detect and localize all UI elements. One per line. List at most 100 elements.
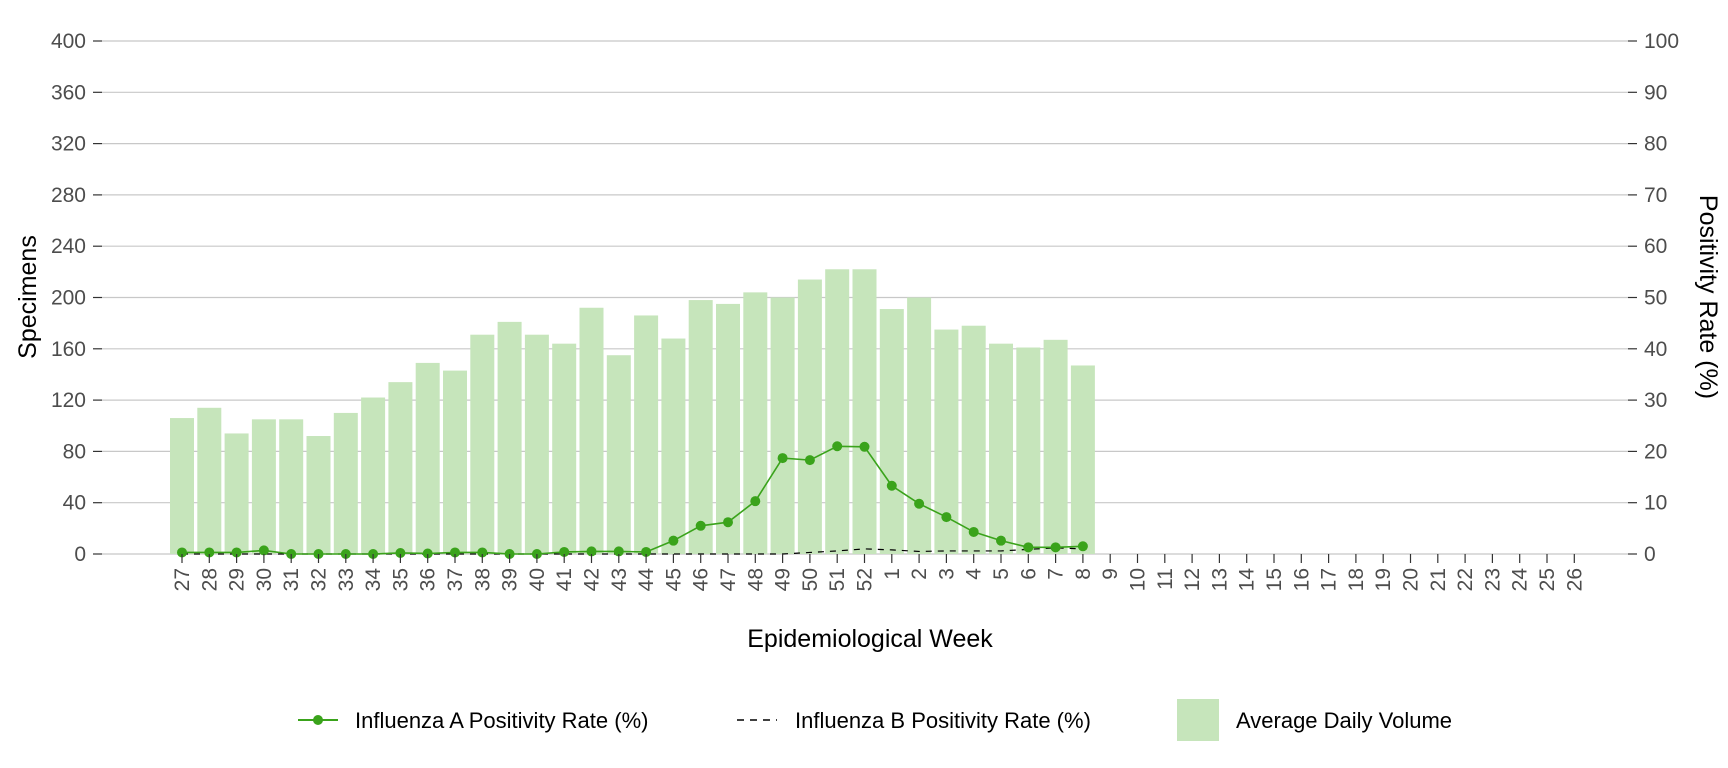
x-tick-label: 1 (881, 568, 904, 580)
legend-item-influenza-b: Influenza B Positivity Rate (%) (737, 708, 1091, 733)
x-tick-label: 43 (608, 568, 631, 591)
bar-week-28 (197, 407, 222, 554)
bar-week-38 (470, 334, 495, 554)
x-tick-label: 25 (1536, 568, 1559, 591)
x-tick-label: 41 (553, 568, 576, 591)
y-right-tick-label: 10 (1644, 492, 1667, 515)
x-tick-label: 22 (1454, 568, 1477, 591)
x-tick-label: 17 (1318, 568, 1341, 591)
x-axis: 27 28 29 30 31 32 33 34 35 36 37 38 39 40 41 42 43 44 45 46… (171, 554, 1586, 591)
x-tick-label: 32 (308, 568, 331, 591)
x-tick-label: 11 (1154, 568, 1177, 590)
x-tick-label: 26 (1563, 568, 1586, 591)
y-left-tick-label: 360 (51, 81, 86, 104)
bar-week-44 (634, 315, 659, 554)
y-right-tick-label: 30 (1644, 389, 1667, 412)
bar-week-6 (1016, 347, 1041, 554)
bar-week-35 (388, 382, 413, 554)
bar-week-33 (333, 412, 358, 554)
bar-series-average-daily-volume (170, 269, 1095, 554)
x-tick-label: 40 (526, 568, 549, 591)
bar-week-27 (170, 418, 194, 554)
influenza-a-point-week-1 (886, 480, 897, 491)
x-tick-label: 10 (1127, 568, 1150, 591)
bar-week-43 (606, 355, 631, 554)
y-right-tick-label: 90 (1644, 81, 1667, 104)
influenza-a-point-week-36 (422, 548, 433, 559)
bar-week-8 (1070, 365, 1095, 554)
influenza-a-point-week-29 (231, 547, 242, 558)
x-tick-label: 50 (799, 568, 822, 591)
legend-swatch-average-daily-volume (1177, 699, 1219, 741)
x-tick-label: 31 (280, 568, 303, 591)
legend: Influenza A Positivity Rate (%) Influenz… (298, 699, 1452, 741)
influenza-a-point-week-47 (723, 517, 733, 528)
y-left-tick-label: 0 (74, 543, 86, 566)
influenza-a-point-week-3 (941, 512, 952, 523)
x-tick-label: 19 (1372, 568, 1395, 591)
x-tick-label: 27 (171, 568, 194, 591)
bar-week-42 (579, 307, 604, 554)
influenza-a-line (182, 445, 1083, 555)
x-tick-label: 30 (253, 568, 276, 591)
x-axis-title: Epidemiological Week (747, 625, 993, 653)
influenza-a-point-week-4 (968, 526, 979, 537)
x-tick-label: 7 (1045, 568, 1068, 580)
bar-week-34 (361, 397, 386, 554)
influenza-a-point-week-41 (559, 546, 570, 557)
x-tick-label: 2 (908, 568, 931, 580)
influenza-a-point-week-27 (177, 547, 187, 558)
x-tick-label: 44 (635, 568, 658, 592)
bar-week-47 (716, 303, 740, 554)
x-tick-label: 48 (744, 568, 767, 591)
bar-week-5 (989, 343, 1013, 554)
x-tick-label: 16 (1290, 568, 1313, 591)
legend-item-average-daily-volume: Average Daily Volume (1177, 699, 1452, 741)
right-y-axis: 0 10 20 30 40 50 60 70 80 90 100 (1628, 30, 1679, 566)
bar-week-30 (251, 419, 276, 554)
influenza-a-point-week-52 (859, 441, 870, 452)
x-tick-label: 47 (717, 568, 740, 591)
bar-week-32 (306, 436, 331, 554)
bar-week-37 (443, 370, 467, 554)
influenza-a-point-week-42 (586, 546, 597, 557)
x-tick-label: 29 (226, 568, 249, 591)
left-y-axis: 0 40 80 120 160 200 240 280 320 360 400 (51, 30, 102, 566)
x-tick-label: 14 (1236, 568, 1259, 592)
legend-item-influenza-a: Influenza A Positivity Rate (%) (298, 708, 648, 733)
influenza-a-point-week-35 (395, 547, 406, 558)
x-tick-label: 36 (417, 568, 440, 591)
bar-week-41 (552, 343, 577, 554)
x-tick-label: 35 (389, 568, 412, 591)
y-left-tick-label: 320 (51, 133, 86, 156)
x-tick-label: 18 (1345, 568, 1368, 591)
bar-week-51 (825, 269, 850, 554)
y-left-tick-label: 400 (51, 30, 86, 53)
line-series-influenza-a (177, 441, 1088, 559)
bar-week-36 (415, 362, 440, 554)
y-right-tick-label: 70 (1644, 184, 1667, 207)
bar-week-4 (961, 325, 986, 554)
x-tick-label: 3 (935, 568, 958, 580)
x-tick-label: 9 (1099, 568, 1122, 580)
influenza-a-point-week-50 (804, 455, 815, 466)
legend-label-influenza-b: Influenza B Positivity Rate (%) (795, 708, 1091, 733)
bar-week-40 (524, 334, 549, 554)
x-tick-label: 52 (854, 568, 877, 591)
bar-week-1 (879, 309, 904, 554)
x-tick-label: 51 (826, 568, 849, 591)
legend-label-influenza-a: Influenza A Positivity Rate (%) (355, 708, 648, 733)
bar-week-48 (743, 292, 768, 554)
bar-week-45 (661, 338, 686, 554)
influenza-a-point-week-2 (914, 498, 925, 509)
x-tick-label: 39 (499, 568, 522, 591)
influenza-a-point-week-7 (1050, 542, 1061, 553)
bar-week-39 (497, 321, 522, 554)
x-tick-label: 38 (471, 568, 494, 591)
influenza-a-point-week-49 (777, 453, 788, 464)
y-right-tick-label: 50 (1644, 287, 1667, 310)
x-tick-label: 24 (1509, 568, 1532, 592)
influenza-a-point-week-45 (668, 535, 679, 546)
legend-label-average-daily-volume: Average Daily Volume (1236, 708, 1452, 733)
